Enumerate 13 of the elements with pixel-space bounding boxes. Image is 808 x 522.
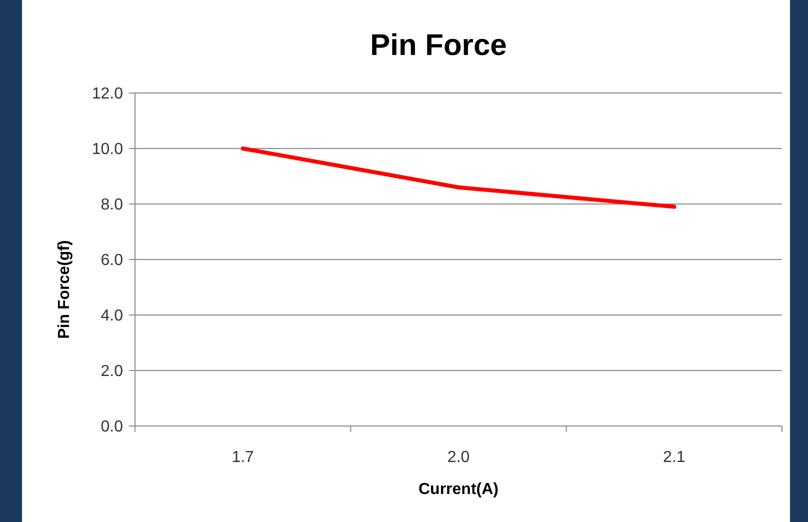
y-tick-label: 4.0 — [100, 308, 124, 325]
x-tick-label: 2.1 — [663, 449, 686, 466]
x-tick-label: 1.7 — [232, 449, 254, 466]
x-tick-label: 2.0 — [447, 449, 470, 466]
chart-title: Pin Force — [370, 29, 507, 62]
y-tick-label: 10.0 — [92, 141, 124, 158]
y-tick-label: 8.0 — [100, 196, 124, 214]
y-tick-label: 0.0 — [100, 418, 124, 436]
y-tick-label: 2.0 — [100, 363, 124, 380]
y-tick-label: 6.0 — [100, 252, 124, 270]
x-axis-title: Current(A) — [418, 481, 498, 498]
y-tick-label: 12.0 — [92, 86, 124, 103]
y-axis-title: Pin Force(gf) — [56, 240, 73, 339]
